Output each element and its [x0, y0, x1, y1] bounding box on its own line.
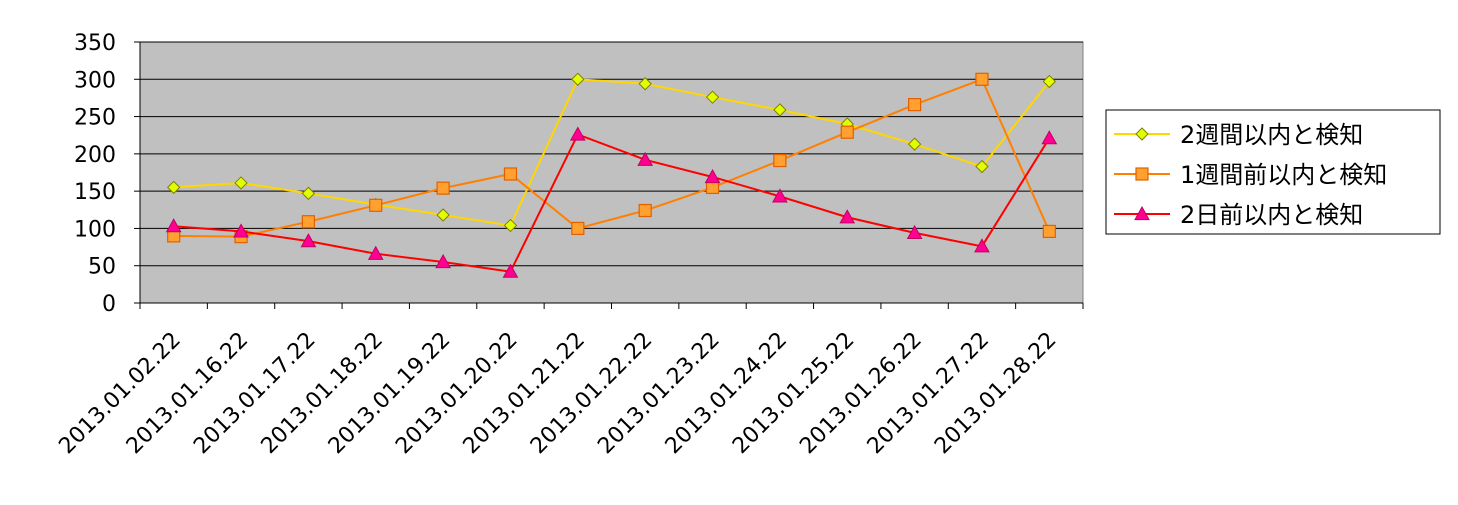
data-point: [773, 103, 787, 117]
data-point: [975, 159, 989, 174]
gridlines: [140, 41, 1083, 267]
x-tick-label: 2013.01.19.22: [324, 328, 455, 459]
data-point: [906, 224, 923, 240]
x-tick-label: 2013.01.18.22: [257, 328, 388, 459]
data-point: [571, 72, 585, 86]
x-tick-label: 2013.01.26.22: [795, 328, 926, 459]
data-point: [435, 253, 451, 269]
legend-marker: [1135, 167, 1149, 181]
x-tick-label: 2013.01.21.22: [459, 328, 590, 459]
data-point: [1041, 130, 1058, 145]
data-point: [704, 168, 721, 184]
axes: [134, 41, 1084, 309]
series-line: [173, 78, 1051, 227]
x-tick-label: 2013.01.23.22: [593, 328, 724, 459]
y-tick-label: 350: [74, 31, 116, 56]
data-point: [369, 198, 383, 212]
x-tick-label: 2013.01.17.22: [189, 328, 320, 459]
data-point: [907, 137, 922, 151]
y-tick-label: 300: [74, 68, 116, 93]
data-point: [436, 208, 450, 222]
data-point: [705, 90, 720, 104]
plot-area: [139, 41, 1084, 304]
legend-marker: [1134, 205, 1150, 221]
data-point: [165, 218, 182, 233]
legend-marker: [1135, 127, 1149, 141]
series-line: [173, 78, 1051, 238]
y-tick-label: 150: [74, 180, 116, 205]
y-tick-label: 200: [74, 143, 116, 168]
y-tick-label: 0: [102, 292, 116, 317]
y-tick-label: 50: [88, 255, 116, 280]
data-point: [436, 181, 450, 195]
legend: 2週間以内と検知 1週間前以内と検知 2日前以内と検知: [1105, 109, 1441, 235]
data-point: [301, 186, 316, 201]
data-point: [301, 215, 315, 229]
y-axis-ticks: 0 50 100 150 200 250 300 350: [74, 31, 116, 317]
legend-label: 2週間以内と検知: [1180, 121, 1363, 149]
data-point: [571, 221, 585, 236]
data-point: [502, 263, 519, 278]
x-tick-label: 2013.01.20.22: [391, 328, 522, 459]
data-point: [234, 176, 248, 190]
series-line: [173, 133, 1051, 273]
data-point: [839, 209, 856, 224]
legend-entry: 2日前以内と検知: [1114, 201, 1363, 229]
data-point: [705, 180, 720, 195]
legend-label: 1週間前以内と検知: [1180, 161, 1387, 189]
x-tick-label: 2013.01.02.22: [54, 328, 185, 459]
data-point: [773, 153, 787, 168]
x-tick-label: 2013.01.24.22: [661, 328, 792, 459]
data-point: [637, 151, 654, 166]
legend-entry: 1週間前以内と検知: [1114, 161, 1387, 189]
data-point: [503, 167, 518, 181]
x-axis-ticks: 2013.01.02.222013.01.16.222013.01.17.222…: [54, 328, 1061, 459]
data-point: [840, 125, 854, 139]
data-point: [300, 233, 317, 248]
data-point: [166, 180, 181, 195]
data-point: [772, 188, 788, 203]
x-tick-label: 2013.01.25.22: [728, 328, 859, 459]
data-point: [1042, 74, 1057, 89]
data-point: [503, 218, 518, 233]
x-tick-label: 2013.01.27.22: [863, 328, 994, 459]
x-tick-label: 2013.01.16.22: [122, 328, 253, 459]
series-group: [165, 72, 1058, 278]
data-point: [569, 126, 586, 141]
data-point: [975, 72, 989, 86]
series-2: [167, 72, 1056, 244]
data-point: [233, 223, 249, 238]
y-tick-label: 250: [74, 106, 116, 131]
data-point: [638, 203, 652, 218]
data-point: [638, 77, 652, 91]
series-3: [165, 126, 1058, 278]
data-point: [367, 245, 384, 260]
x-tick-label: 2013.01.28.22: [930, 328, 1061, 459]
x-tick-label: 2013.01.22.22: [526, 328, 657, 459]
data-point: [1042, 224, 1056, 239]
data-point: [974, 238, 990, 253]
legend-label: 2日前以内と検知: [1180, 201, 1363, 229]
data-point: [908, 98, 922, 112]
y-tick-label: 100: [74, 217, 116, 242]
legend-entry: 2週間以内と検知: [1114, 121, 1363, 149]
